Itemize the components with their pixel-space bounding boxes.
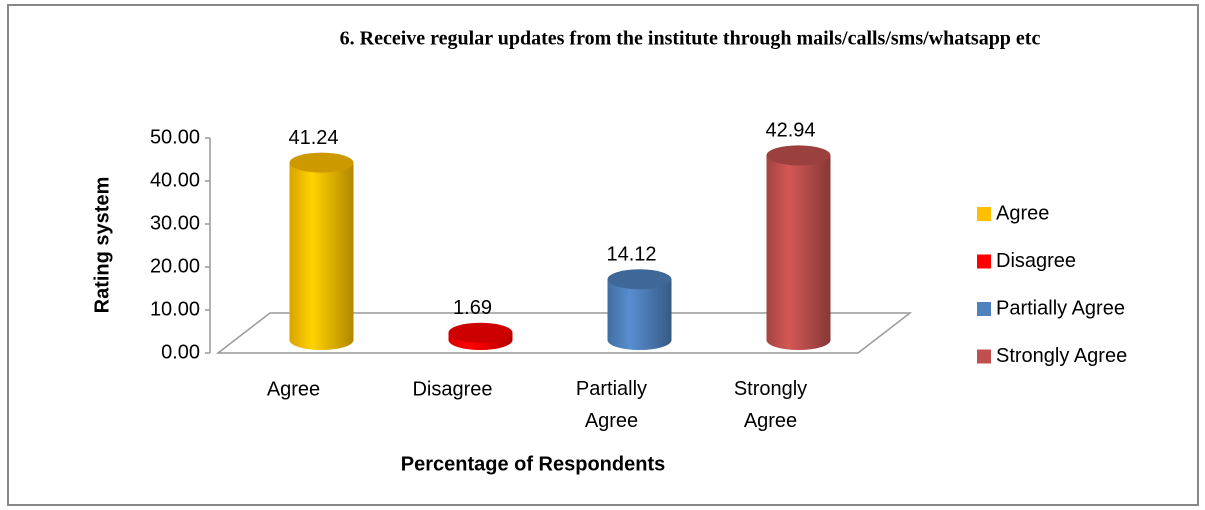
bar: [607, 279, 672, 350]
bar-top: [289, 152, 354, 173]
bar-top: [448, 322, 513, 343]
y-tick-label: 20.00: [150, 255, 200, 277]
value-label: 1.69: [453, 297, 492, 319]
x-tick-label: Strongly Agree: [734, 378, 807, 432]
chart-frame: [7, 4, 1199, 506]
y-tick-label: 30.00: [150, 212, 200, 234]
legend-label: Disagree: [996, 250, 1076, 272]
x-axis-label: Percentage of Respondents: [401, 453, 666, 475]
value-label: 41.24: [288, 127, 338, 149]
value-label: 14.12: [606, 244, 656, 266]
y-axis-label: Rating system: [91, 177, 113, 314]
y-tick-label: 40.00: [150, 169, 200, 191]
floor: [215, 312, 913, 354]
chart-title: 6. Receive regular updates from the inst…: [340, 28, 1041, 50]
legend-label: Agree: [996, 202, 1049, 224]
value-label: 42.94: [765, 120, 815, 142]
bar: [289, 162, 354, 350]
legend-swatch: [977, 349, 991, 364]
legend-label: Partially Agree: [996, 297, 1125, 319]
legend-swatch: [977, 302, 991, 316]
bar-top: [607, 269, 672, 290]
bar-top: [766, 145, 831, 166]
legend-swatch: [977, 207, 991, 221]
x-tick-label: Partially Agree: [576, 378, 647, 432]
y-tick-label: 50.00: [150, 126, 200, 148]
y-tick-label: 0.00: [161, 341, 200, 363]
x-tick-label: Agree: [267, 378, 320, 400]
legend-swatch: [977, 254, 991, 269]
x-tick-label: Disagree: [412, 378, 492, 400]
bar: [766, 155, 831, 350]
legend-label: Strongly Agree: [996, 345, 1127, 367]
y-tick-label: 10.00: [150, 298, 200, 320]
